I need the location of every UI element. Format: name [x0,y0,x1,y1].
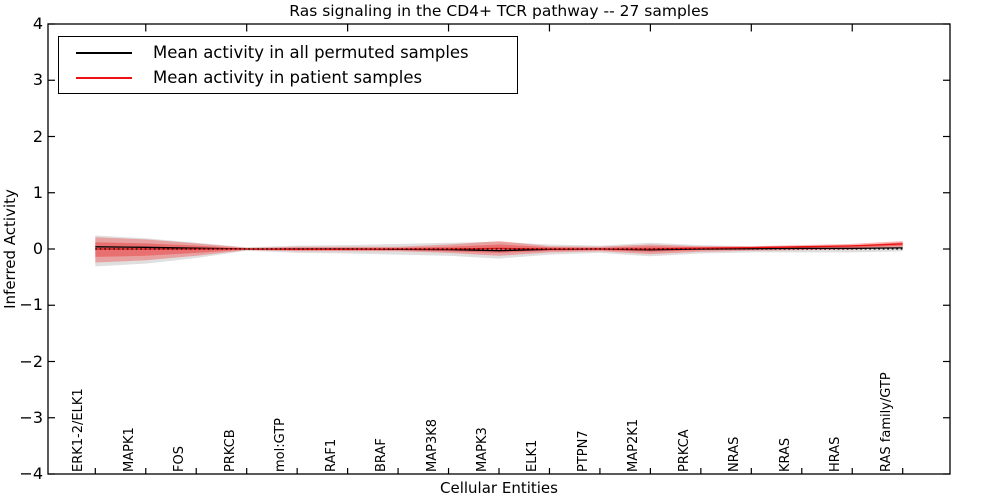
x-category-label: ELK1 [525,439,541,472]
x-category-label: RAF1 [323,438,339,472]
y-tick-label: −2 [19,351,43,371]
y-tick-label: 1 [32,182,43,202]
x-axis-title: Cellular Entities [440,479,558,497]
band-patient-sample-outer-band [95,237,903,263]
x-category-label: RAS family/GTP [878,372,894,472]
y-tick-label: −4 [19,464,43,483]
x-category-label: PRKCB [222,429,238,472]
y-tick-label: 2 [32,126,43,146]
x-category-label: FOS [172,446,188,472]
x-category-label: mol:GTP [273,418,289,472]
patient-line-swatch-icon [76,76,132,79]
x-category-label: MAP2K1 [626,418,642,472]
x-category-label: PTPN7 [575,430,591,472]
legend: Mean activity in all permuted samples Me… [58,36,518,94]
band-patient-sample-inner-band [95,242,903,257]
x-category-label: MAPK1 [121,427,137,472]
legend-item-patient: Mean activity in patient samples [59,68,517,87]
legend-label-patient: Mean activity in patient samples [153,68,423,87]
x-category-label: MAP3K8 [424,418,440,472]
x-category-label: MAPK3 [475,427,490,472]
x-category-label: PRKCA [676,429,692,472]
x-category-label: ERK1-2/ELK1 [71,388,87,472]
y-tick-label: 3 [32,70,43,90]
y-axis-title: Inferred Activity [1,189,19,309]
x-category-label: KRAS [777,437,793,472]
chart-title: Ras signaling in the CD4+ TCR pathway --… [289,2,709,20]
permuted-line-swatch-icon [76,51,132,54]
y-tick-label: 4 [32,14,43,33]
y-tick-label: −3 [19,407,43,427]
x-category-label: NRAS [727,436,743,472]
y-tick-label: 0 [32,239,43,258]
series-line-patient [95,243,903,250]
x-category-label: BRAF [374,438,390,472]
y-tick-label: −1 [19,295,43,315]
x-category-label: HRAS [828,436,844,472]
legend-label-permuted: Mean activity in all permuted samples [153,43,469,62]
legend-item-permuted: Mean activity in all permuted samples [59,43,517,62]
